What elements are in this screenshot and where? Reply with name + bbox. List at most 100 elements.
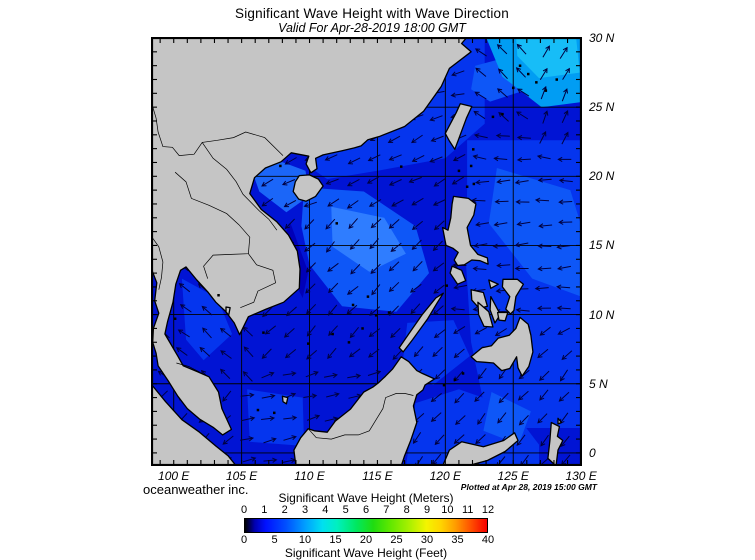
masbate (488, 279, 499, 289)
island-speck (535, 81, 538, 84)
island-speck (457, 169, 461, 173)
island-speck (472, 148, 475, 151)
feet-tick-20: 20 (359, 534, 373, 546)
halmahera (547, 421, 564, 466)
lon-label-115: 115 E (362, 469, 393, 483)
country-border (240, 253, 277, 309)
ocean-region (331, 206, 406, 272)
meters-tick-11: 11 (461, 504, 474, 516)
morotai (557, 417, 563, 425)
meters-tick-9: 9 (423, 504, 431, 516)
taiwan (444, 103, 473, 150)
mainland-asia (151, 37, 472, 436)
meters-tick-5: 5 (342, 504, 349, 516)
ocean-region (516, 37, 580, 79)
country-border (176, 362, 200, 373)
lat-label-10: 10 N (589, 307, 615, 322)
legend-title-meters: Significant Wave Height (Meters) (278, 491, 454, 505)
lat-label-15: 15 N (589, 238, 615, 253)
samar-leyte (501, 278, 525, 315)
island-speck (256, 408, 260, 412)
island-speck (262, 331, 265, 334)
feet-tick-5: 5 (271, 534, 278, 546)
lon-label-100: 100 E (158, 469, 190, 483)
island-speck (472, 182, 476, 186)
meters-tick-3: 3 (301, 504, 309, 516)
feet-tick-25: 25 (390, 534, 403, 546)
island-speck (279, 164, 282, 168)
sulawesi (441, 432, 519, 466)
lon-label-110: 110 E (294, 469, 325, 483)
island-speck (461, 372, 465, 375)
oceanweather-credit: oceanweather inc. (143, 482, 249, 497)
meters-tick-1: 1 (261, 504, 268, 516)
island-speck (491, 115, 495, 119)
meters-tick-7: 7 (383, 504, 390, 516)
page-title: Significant Wave Height with Wave Direct… (235, 6, 509, 21)
island-speck (217, 294, 220, 297)
island-speck (465, 185, 469, 188)
mindanao (470, 316, 534, 377)
mindoro (449, 265, 467, 285)
ocean-region (181, 278, 233, 361)
island-speck (469, 164, 473, 168)
lat-label-0: 0 (589, 445, 596, 460)
island-speck (351, 303, 355, 307)
lat-label-25: 25 N (589, 100, 615, 115)
island-speck (173, 317, 177, 320)
island-speck (307, 342, 310, 345)
island-speck (453, 378, 457, 381)
meters-tick-2: 2 (281, 504, 288, 516)
feet-tick-35: 35 (451, 534, 464, 546)
island-speck (527, 72, 530, 76)
hainan (292, 174, 324, 202)
lat-label-5: 5 N (589, 376, 608, 391)
lat-label-20: 20 N (589, 169, 615, 184)
lon-label-130: 130 E (565, 469, 597, 483)
country-border (174, 171, 251, 279)
island-speck (361, 327, 364, 330)
colorbar-gradient (244, 518, 488, 533)
natuna (281, 395, 289, 405)
country-border (307, 393, 414, 440)
island-speck (400, 165, 403, 168)
bohol (496, 311, 509, 322)
island-speck (555, 78, 558, 81)
island-speck (347, 341, 351, 344)
feet-tick-30: 30 (420, 534, 434, 546)
island-speck (544, 89, 548, 92)
island-speck (374, 314, 378, 317)
island-speck (518, 64, 522, 67)
phu-quoc (225, 306, 231, 316)
meters-tick-10: 10 (441, 504, 454, 516)
island-speck (273, 411, 276, 415)
island-speck (366, 295, 370, 298)
lat-label-30: 30 N (589, 31, 615, 45)
ocean-region (488, 168, 582, 297)
legend-title-feet: Significant Wave Height (Feet) (284, 546, 448, 560)
lon-label-125: 125 E (497, 469, 529, 483)
island-speck (445, 284, 448, 287)
country-border (151, 104, 284, 156)
meters-tick-0: 0 (240, 504, 248, 516)
ocean-region (483, 392, 531, 445)
wave-height-map (151, 37, 582, 466)
feet-tick-10: 10 (298, 534, 312, 546)
luzon (441, 195, 489, 267)
feet-tick-15: 15 (329, 534, 342, 546)
lon-label-120: 120 E (429, 469, 461, 483)
meters-tick-8: 8 (403, 504, 410, 516)
gulf-of-tonkin-light (252, 161, 310, 213)
feet-scale-ticks: 0 5 10 15 20 25 30 35 40 (241, 534, 494, 546)
island-speck (501, 112, 504, 116)
country-border (201, 142, 278, 231)
country-border (151, 236, 164, 290)
meters-scale-ticks: 0 1 2 3 4 5 6 7 8 9 10 11 12 (240, 504, 494, 516)
map-frame (151, 37, 582, 466)
negros (477, 301, 494, 328)
island-speck (387, 311, 391, 314)
valid-time-subtitle: Valid For Apr-28-2019 18:00 GMT (278, 21, 466, 35)
island-speck (442, 383, 446, 387)
